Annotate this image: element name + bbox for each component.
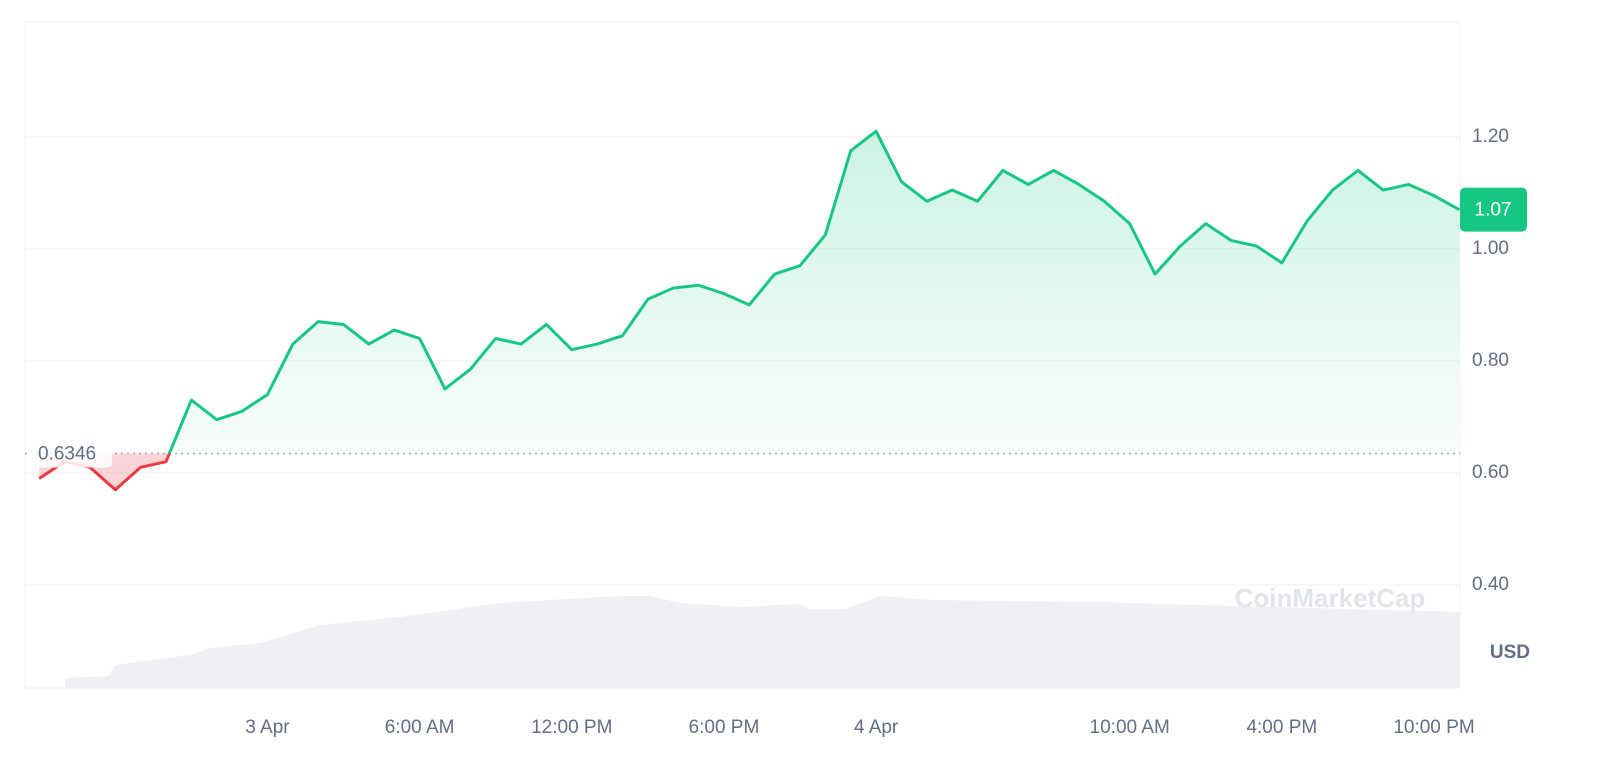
x-tick-label: 6:00 PM bbox=[689, 717, 760, 738]
x-tick-label: 6:00 AM bbox=[385, 717, 455, 738]
volume-area bbox=[65, 596, 1460, 688]
x-tick-label: 12:00 PM bbox=[531, 717, 612, 738]
y-unit: USD bbox=[1490, 642, 1530, 663]
y-tick-label: 1.20 bbox=[1472, 126, 1509, 147]
reference-label-bg bbox=[30, 439, 112, 468]
y-tick-label: 1.00 bbox=[1472, 238, 1509, 259]
x-tick-label: 4:00 PM bbox=[1246, 717, 1317, 738]
y-tick-label: 0.40 bbox=[1472, 574, 1509, 595]
watermark: CoinMarketCap bbox=[1235, 583, 1426, 613]
x-tick-label: 4 Apr bbox=[854, 717, 899, 738]
price-line bbox=[38, 129, 1461, 492]
current-price-label: 1.07 bbox=[1475, 200, 1512, 221]
current-price-badge bbox=[1460, 187, 1527, 232]
x-tick-label: 10:00 AM bbox=[1090, 717, 1170, 738]
y-tick-label: 0.80 bbox=[1472, 350, 1509, 371]
x-tick-label: 10:00 PM bbox=[1393, 717, 1474, 738]
reference-label: 0.6346 bbox=[38, 444, 96, 465]
price-area bbox=[39, 131, 1460, 490]
x-tick-label: 3 Apr bbox=[245, 717, 290, 738]
y-tick-label: 0.60 bbox=[1472, 462, 1509, 483]
